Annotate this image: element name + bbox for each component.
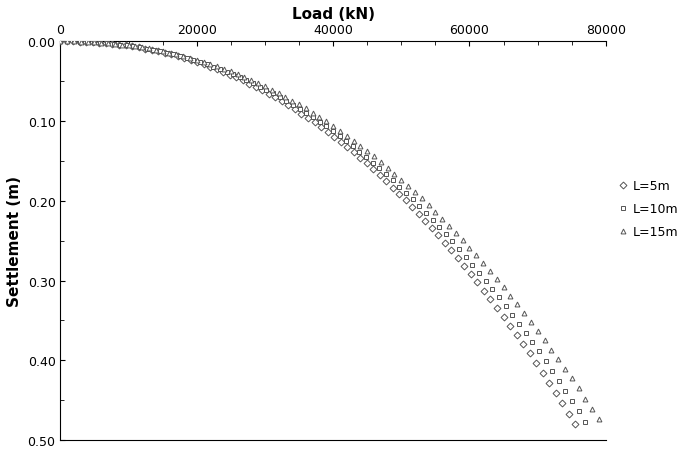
L=10m xyxy=(289,103,297,108)
L=15m xyxy=(404,183,412,189)
L=15m xyxy=(377,160,385,165)
L=15m xyxy=(295,102,303,108)
L=10m xyxy=(369,161,377,166)
L=15m xyxy=(384,166,392,171)
L=10m xyxy=(56,40,64,45)
L=15m xyxy=(534,329,542,334)
L=15m xyxy=(425,203,433,208)
L=5m xyxy=(512,332,521,338)
L=10m xyxy=(582,419,590,425)
L=10m xyxy=(415,204,423,209)
L=5m xyxy=(388,185,397,191)
Line: L=5m: L=5m xyxy=(58,40,577,427)
L=15m xyxy=(595,417,603,422)
Y-axis label: Settlement (m): Settlement (m) xyxy=(7,176,22,307)
X-axis label: Load (kN): Load (kN) xyxy=(292,7,375,22)
Line: L=10m: L=10m xyxy=(58,40,588,424)
L=5m xyxy=(369,167,377,172)
L=10m xyxy=(395,184,403,190)
L=10m xyxy=(375,167,384,172)
L=5m xyxy=(284,103,292,109)
Line: L=15m: L=15m xyxy=(58,40,601,422)
L=10m xyxy=(521,330,530,336)
L=5m xyxy=(362,162,371,167)
L=15m xyxy=(56,40,64,45)
Legend: L=5m, L=10m, L=15m: L=5m, L=10m, L=15m xyxy=(618,180,678,239)
L=5m xyxy=(408,205,416,210)
L=5m xyxy=(56,40,64,45)
L=5m xyxy=(571,421,580,427)
